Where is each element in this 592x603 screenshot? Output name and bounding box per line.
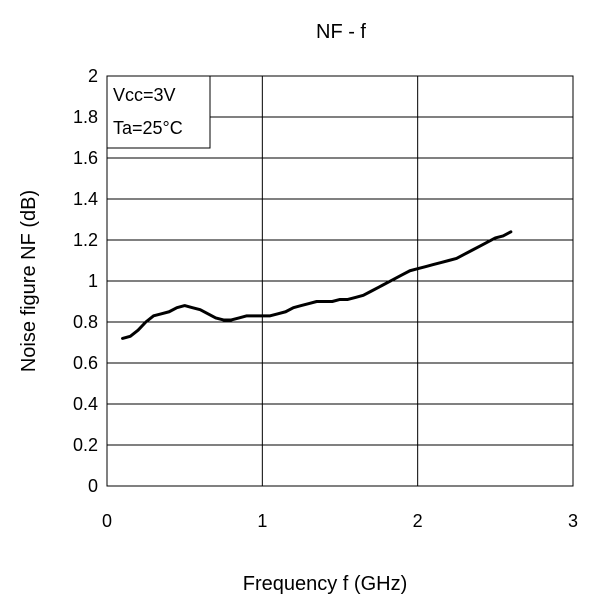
y-tick-label: 0.2 (73, 435, 98, 455)
y-tick-label: 2 (88, 66, 98, 86)
x-axis-title: Frequency f (GHz) (243, 573, 407, 595)
y-tick-label: 0 (88, 476, 98, 496)
x-tick-label: 2 (413, 511, 423, 531)
y-tick-label: 0.8 (73, 312, 98, 332)
y-tick-labels: 0 0.2 0.4 0.6 0.8 1 1.2 1.4 1.6 1.8 2 (73, 66, 98, 496)
x-tick-label: 0 (102, 511, 112, 531)
y-tick-label: 1.2 (73, 230, 98, 250)
x-tick-label: 1 (257, 511, 267, 531)
condition-annotation-box: Vcc=3V Ta=25°C (106, 75, 211, 149)
plot-area-frame (106, 75, 574, 487)
x-tick-label: 3 (568, 511, 578, 531)
y-tick-label: 1.4 (73, 189, 98, 209)
annotation-ta: Ta=25°C (113, 118, 183, 138)
series-line (121, 230, 513, 340)
x-tick-labels: 0 1 2 3 (102, 511, 578, 531)
y-axis-title: Noise figure NF (dB) (18, 190, 40, 372)
y-tick-label: 1 (88, 271, 98, 291)
y-tick-label: 0.6 (73, 353, 98, 373)
y-tick-label: 1.6 (73, 148, 98, 168)
y-tick-label: 1.8 (73, 107, 98, 127)
y-tick-label: 0.4 (73, 394, 98, 414)
chart-title: NF - f (316, 21, 366, 43)
annotation-vcc: Vcc=3V (113, 85, 176, 105)
